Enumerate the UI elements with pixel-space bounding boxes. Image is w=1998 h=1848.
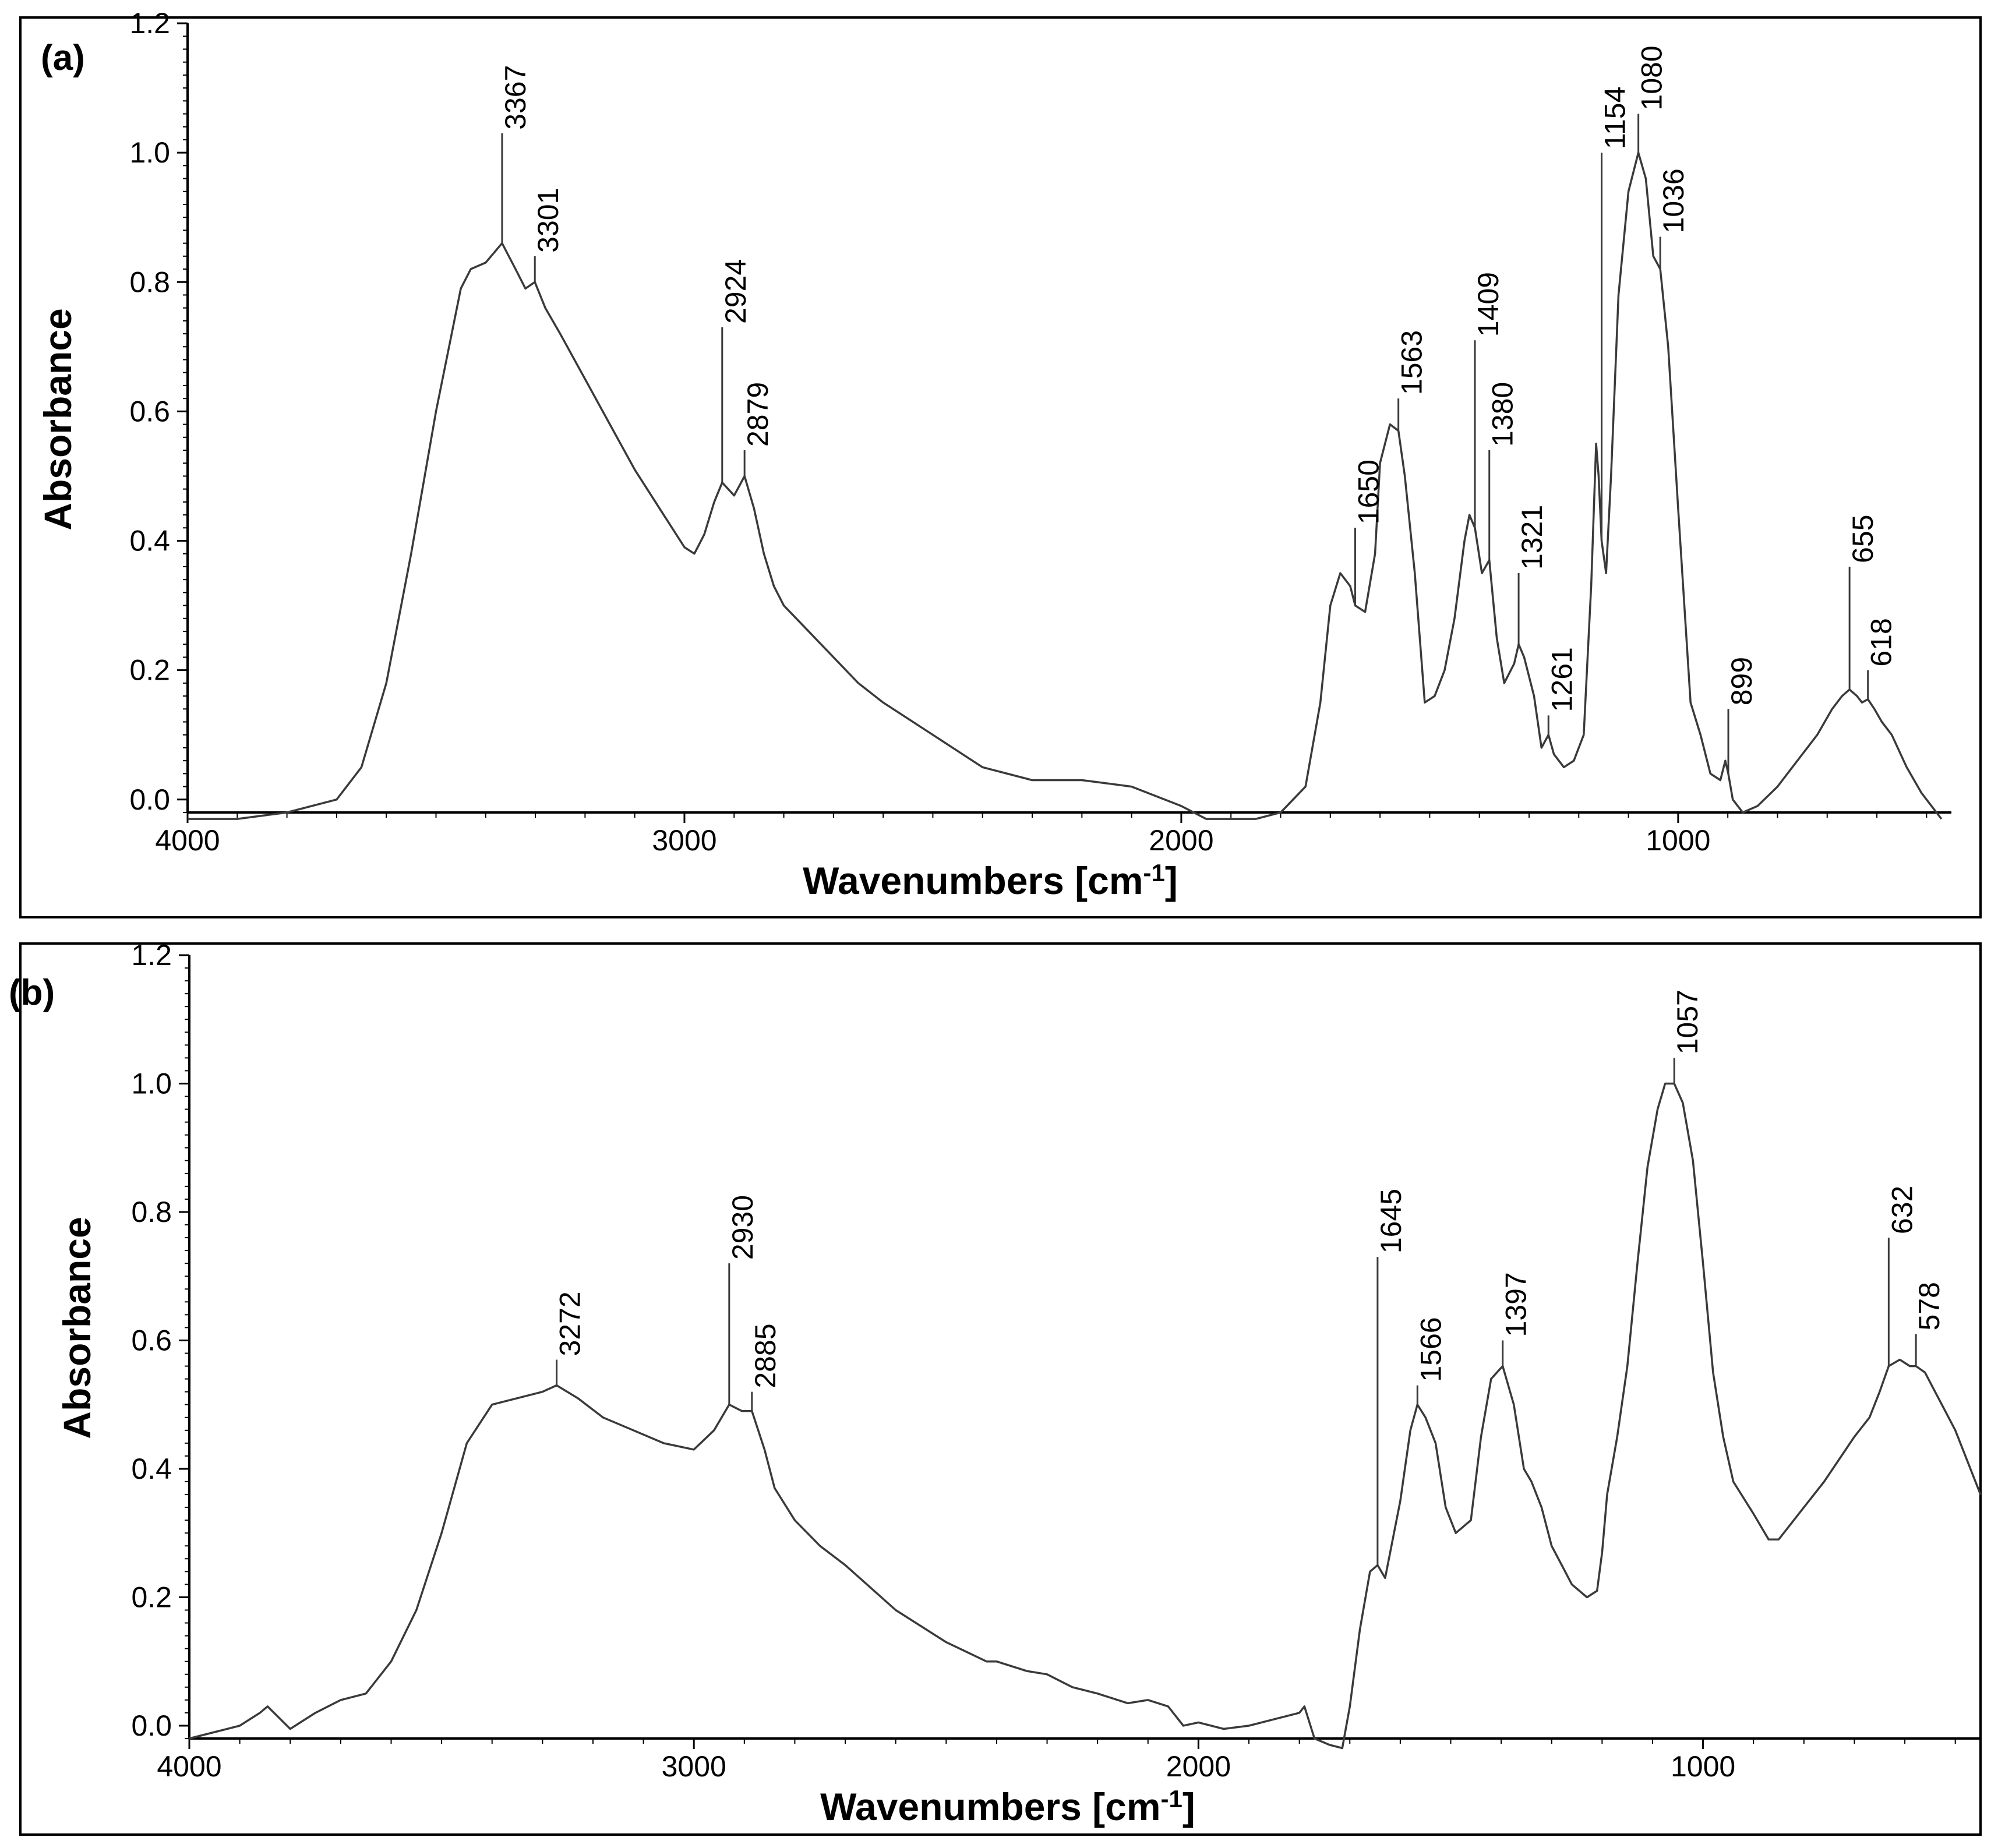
panel-a-y-tick-label: 0.4 bbox=[129, 525, 170, 557]
panel-a-x-axis-title: Wavenumbers [cm-1] bbox=[803, 859, 1178, 902]
panel-a-x-tick-label: 4000 bbox=[155, 824, 220, 857]
panel-b-x-axis-title: Wavenumbers [cm-1] bbox=[820, 1785, 1195, 1828]
panel-a-peak-label: 899 bbox=[1725, 657, 1758, 705]
panel-a: (a) 0.0 0.2 0.4 0.6 0.8 1.0 1.2 4000 3000 2000 10… bbox=[19, 7, 1982, 918]
panel-b-peak-label: 632 bbox=[1886, 1186, 1918, 1234]
panel-b: (b) 0.0 0.2 0.4 0.6 0.8 1.0 1.2 4000 3000 2000 10… bbox=[9, 939, 1982, 1836]
panel-b-peak-label: 1645 bbox=[1375, 1189, 1407, 1253]
panel-a-peak-label: 1380 bbox=[1487, 382, 1519, 447]
panel-b-y-tick-label: 0.4 bbox=[131, 1453, 172, 1485]
panel-a-peak-label: 1650 bbox=[1352, 460, 1385, 524]
panel-b-peak-label: 578 bbox=[1913, 1282, 1946, 1330]
panel-a-x-tick-label: 1000 bbox=[1646, 824, 1710, 857]
panel-b-x-ticks: 4000 3000 2000 1000 bbox=[157, 1739, 1956, 1783]
panel-a-peak-label: 1321 bbox=[1516, 505, 1548, 570]
panel-a-y-tick-label: 0.6 bbox=[129, 395, 170, 427]
panel-a-peak-label: 2924 bbox=[719, 259, 752, 324]
panel-a-peak-label: 1154 bbox=[1599, 87, 1632, 150]
panel-b-frame bbox=[19, 942, 1982, 1836]
panel-a-peak-label: 1261 bbox=[1545, 647, 1578, 712]
panel-b-x-tick-label: 2000 bbox=[1166, 1750, 1231, 1783]
panel-a-peak-label: 2879 bbox=[742, 382, 774, 447]
panel-a-frame bbox=[19, 16, 1982, 918]
panel-a-peak-label: 618 bbox=[1865, 618, 1898, 666]
panel-b-y-tick-label: 1.2 bbox=[131, 939, 172, 971]
panel-a-x-tick-label: 3000 bbox=[652, 824, 716, 857]
panel-b-peak-label: 3272 bbox=[554, 1291, 587, 1356]
panel-a-y-axis-title: Absorbance bbox=[36, 308, 79, 530]
panel-b-peak-label: 2885 bbox=[749, 1323, 782, 1388]
panel-a-peak-label: 1563 bbox=[1396, 330, 1428, 395]
panel-b-label: (b) bbox=[9, 973, 55, 1013]
panel-a-peak-label: 1036 bbox=[1657, 168, 1690, 233]
panel-a-y-tick-label: 0.2 bbox=[129, 654, 170, 687]
panel-b-peak-label: 2930 bbox=[726, 1195, 759, 1260]
panel-a-peak-label: 655 bbox=[1847, 515, 1879, 563]
panel-a-y-ticks: 0.0 0.2 0.4 0.6 0.8 1.0 1.2 bbox=[129, 7, 188, 816]
panel-b-y-tick-label: 0.0 bbox=[131, 1709, 172, 1742]
panel-b-peak-labels: 3272 2930 2885 1645 1566 1397 1057 632 578 bbox=[554, 990, 1946, 1566]
panel-a-peak-labels: 3367 3301 2924 2879 1650 1563 1409 1380 1321 1261… bbox=[499, 45, 1898, 774]
panel-b-y-axis-title: Absorbance bbox=[55, 1217, 98, 1439]
panel-b-peak-label: 1397 bbox=[1500, 1272, 1533, 1337]
panel-b-y-tick-label: 0.8 bbox=[131, 1196, 172, 1228]
panel-b-y-tick-label: 1.0 bbox=[131, 1067, 172, 1100]
panel-a-y-tick-label: 1.2 bbox=[129, 7, 170, 40]
panel-a-y-tick-label: 1.0 bbox=[129, 136, 170, 169]
panel-b-x-tick-label: 4000 bbox=[157, 1750, 221, 1783]
panel-a-x-tick-label: 2000 bbox=[1149, 824, 1213, 857]
panel-b-peak-label: 1566 bbox=[1414, 1317, 1447, 1381]
panel-a-peak-label: 1080 bbox=[1636, 45, 1668, 110]
panel-b-spectrum-line bbox=[189, 1082, 1982, 1750]
panel-a-spectrum-line bbox=[188, 151, 1943, 820]
panel-b-y-ticks: 0.0 0.2 0.4 0.6 0.8 1.0 1.2 bbox=[131, 939, 189, 1742]
panel-a-peak-label: 3301 bbox=[532, 188, 564, 253]
panel-a-peak-label: 1409 bbox=[1472, 272, 1505, 337]
panel-a-y-tick-label: 0.8 bbox=[129, 266, 170, 298]
panel-a-y-tick-label: 0.0 bbox=[129, 783, 170, 816]
panel-a-x-ticks: 4000 3000 2000 1000 bbox=[155, 812, 1928, 857]
panel-b-peak-label: 1057 bbox=[1671, 990, 1704, 1054]
panel-b-x-tick-label: 3000 bbox=[662, 1750, 726, 1783]
panel-b-x-tick-label: 1000 bbox=[1671, 1750, 1735, 1783]
panel-a-label: (a) bbox=[41, 38, 85, 78]
panel-b-y-tick-label: 0.6 bbox=[131, 1324, 172, 1356]
panel-b-y-tick-label: 0.2 bbox=[131, 1581, 172, 1613]
panel-a-peak-label: 3367 bbox=[499, 65, 532, 130]
